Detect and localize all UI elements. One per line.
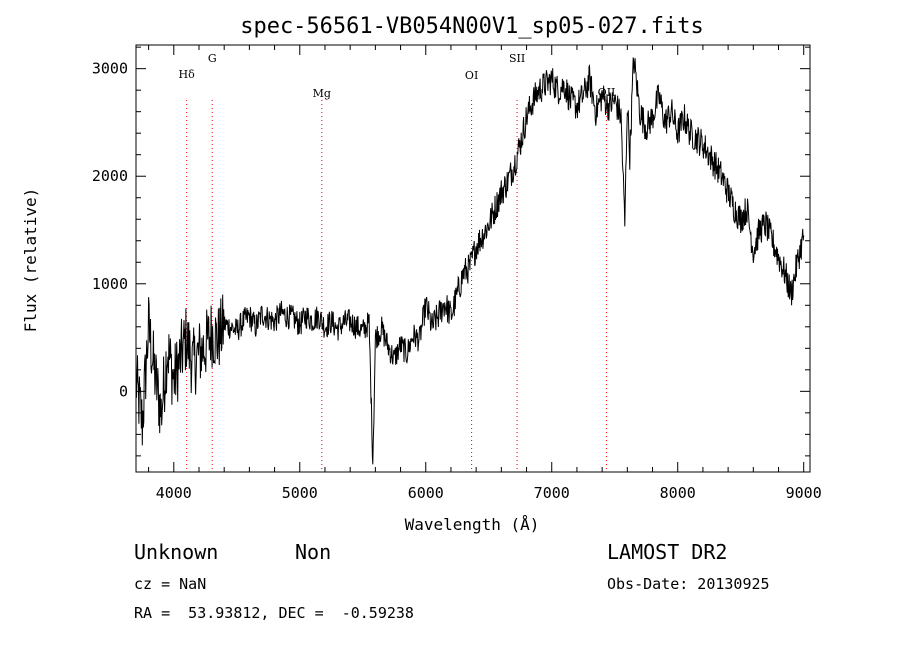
obs-date: Obs-Date: 20130925 xyxy=(607,575,770,593)
y-axis-label: Flux (relative) xyxy=(21,188,40,333)
x-tick-label: 7000 xyxy=(534,484,570,502)
line-marker-label: SII xyxy=(509,52,525,65)
spectrum-line xyxy=(135,57,805,465)
x-tick-label: 9000 xyxy=(786,484,822,502)
y-tick-label: 1000 xyxy=(92,275,128,293)
y-tick-label: 2000 xyxy=(92,167,128,185)
x-tick-label: 4000 xyxy=(156,484,192,502)
object-class: Unknown xyxy=(134,540,219,564)
y-tick-label: 3000 xyxy=(92,60,128,78)
x-tick-label: 8000 xyxy=(660,484,696,502)
line-marker-label: Hδ xyxy=(179,68,196,81)
line-marker-label: G xyxy=(208,52,217,65)
line-marker-label: OI xyxy=(465,69,478,82)
object-subclass: Non xyxy=(295,540,332,564)
plot-border xyxy=(135,44,811,473)
x-axis-label: Wavelength (Å) xyxy=(405,515,540,534)
y-tick-label: 0 xyxy=(119,382,128,400)
line-marker-label: Mg xyxy=(313,87,331,100)
spectrum-series xyxy=(135,57,805,465)
coordinates: RA = 53.93812, DEC = -0.59238 xyxy=(134,604,414,622)
redshift-value: cz = NaN xyxy=(134,575,207,593)
survey-label: LAMOST DR2 xyxy=(607,540,728,564)
axis-ticks: 4000 5000 6000 7000 8000 9000 0 1000 2000 3000 xyxy=(92,45,822,502)
x-tick-label: 6000 xyxy=(408,484,444,502)
plot-frame xyxy=(135,44,811,473)
chart-title: spec-56561-VB054N00V1_sp05-027.fits xyxy=(240,14,704,39)
x-tick-label: 5000 xyxy=(282,484,318,502)
